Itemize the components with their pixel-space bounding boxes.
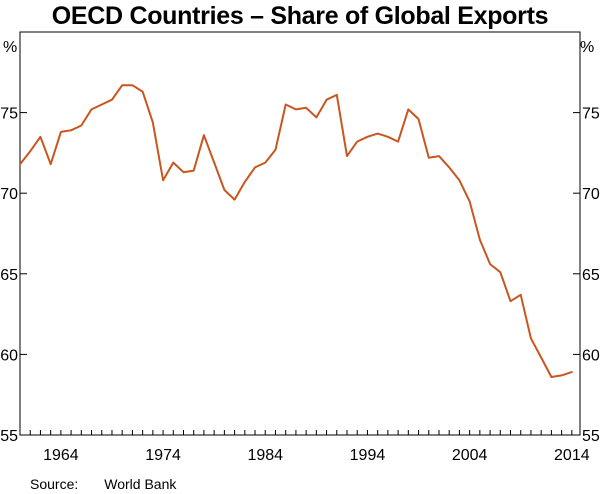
x-tick-label: 1964	[43, 447, 79, 464]
series-layer	[19, 84, 573, 378]
y-axis-ticks: 55 55 60 60 65 65 70 70 75 75	[0, 106, 600, 445]
series-line	[19, 84, 573, 378]
x-tick-label: 1994	[350, 447, 386, 464]
chart-title: OECD Countries – Share of Global Exports	[51, 2, 549, 30]
y-axis-unit-left: %	[3, 39, 17, 56]
x-tick-label: 2004	[452, 447, 488, 464]
y-tick-label-left: 65	[0, 267, 18, 284]
y-tick-label-right: 55	[582, 428, 600, 445]
x-tick-label: 1984	[247, 447, 283, 464]
y-tick-label-right: 75	[582, 106, 600, 123]
x-tick-label: 2014	[554, 447, 590, 464]
x-tick-label: 1974	[145, 447, 181, 464]
y-axis-unit-right: %	[580, 39, 594, 56]
y-tick-label-right: 60	[582, 347, 600, 364]
y-tick-label-left: 75	[0, 106, 18, 123]
plot-frame	[19, 31, 581, 436]
y-tick-label-left: 60	[0, 347, 18, 364]
source-value: World Bank	[104, 476, 177, 492]
y-tick-label-right: 70	[582, 186, 600, 203]
y-tick-label-left: 55	[0, 428, 18, 445]
source-line: Source: World Bank	[30, 476, 176, 492]
y-tick-label-right: 65	[582, 267, 600, 284]
source-label: Source:	[30, 476, 79, 492]
y-tick-label-left: 70	[0, 186, 18, 203]
x-axis-ticks: 1964 1974 1984 1994 2004 2014	[19, 430, 590, 464]
